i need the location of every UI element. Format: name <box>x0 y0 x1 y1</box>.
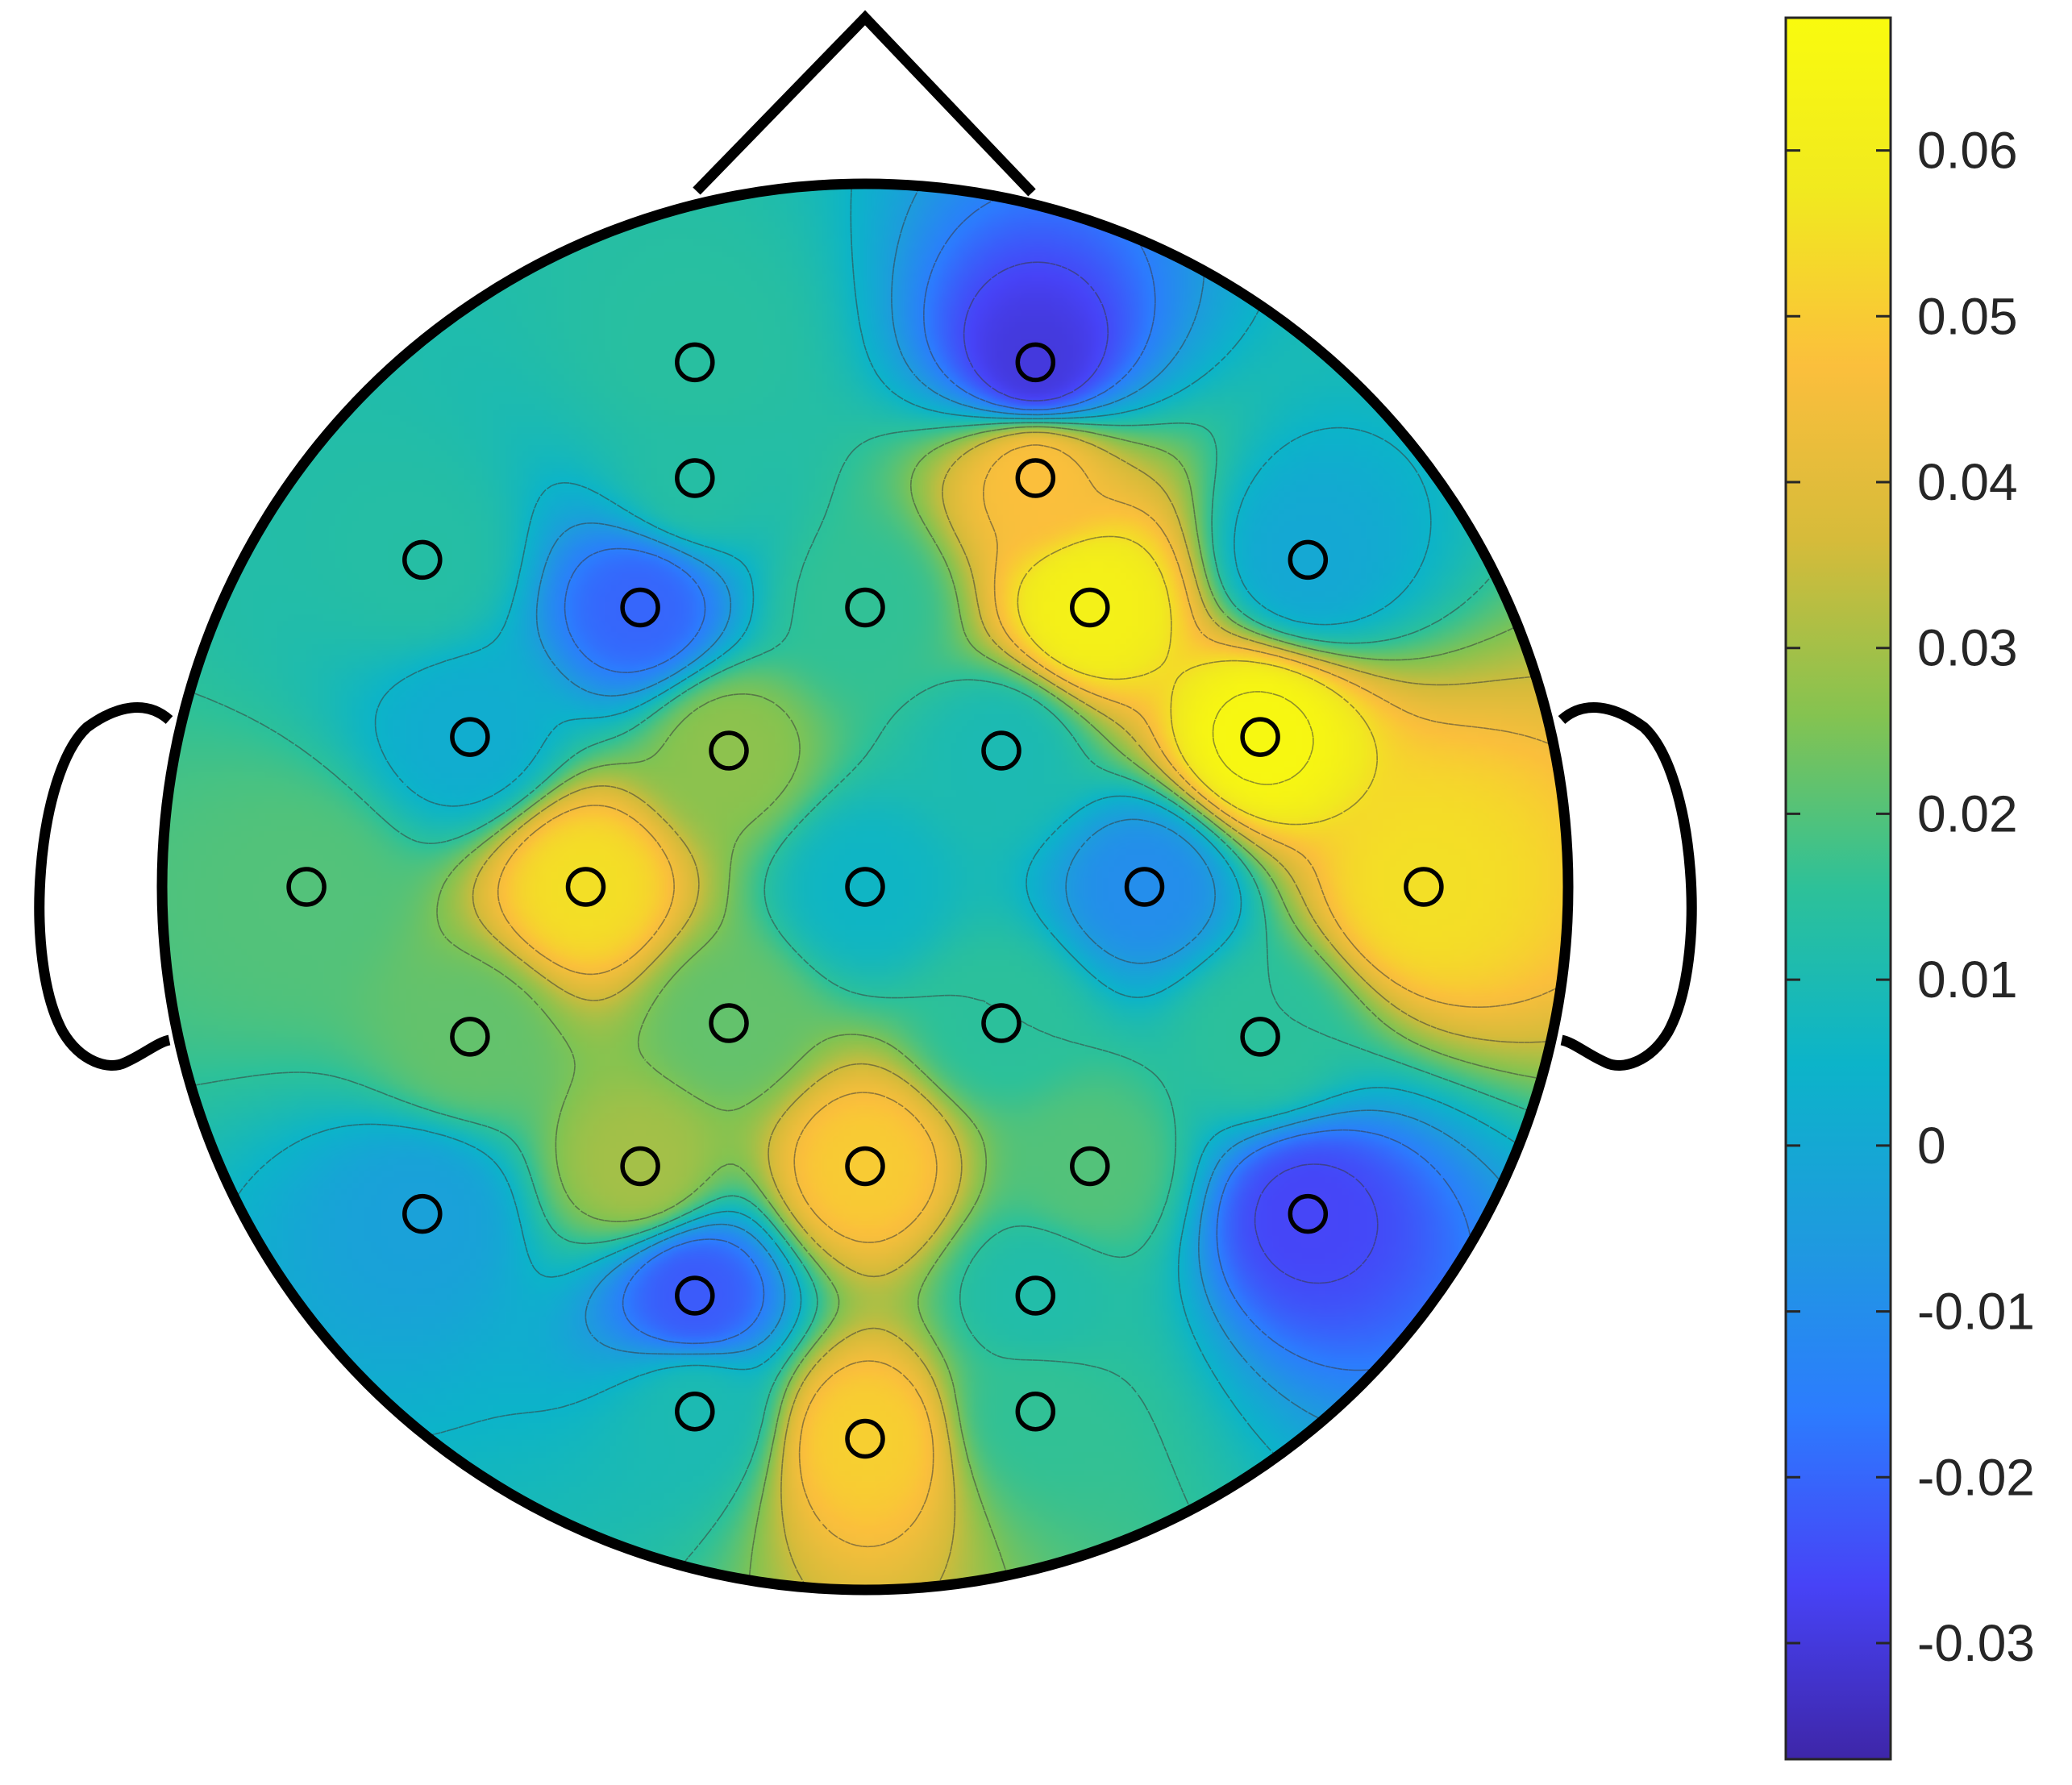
electrode-marker <box>675 1391 715 1432</box>
electrode-marker <box>1240 717 1280 757</box>
contour-line <box>1212 691 1314 785</box>
colorbar-tick-label: 0.01 <box>1917 951 2018 1009</box>
electrode-marker <box>981 1003 1021 1043</box>
colorbar-tick-label: -0.01 <box>1917 1283 2035 1341</box>
electrode-marker <box>1288 1193 1329 1234</box>
electrode-marker <box>1070 587 1110 628</box>
electrode-marker <box>845 587 885 628</box>
electrode-marker <box>565 867 606 907</box>
electrode-marker <box>675 342 715 383</box>
colorbar-fill <box>1786 18 1891 1759</box>
electrode-marker <box>1124 867 1165 907</box>
electrode-marker <box>1288 539 1329 580</box>
contour-line <box>472 431 1566 1587</box>
contour-line <box>436 426 1566 1587</box>
colorbar-tick-label: 0 <box>1917 1117 1946 1175</box>
nose <box>693 10 1036 197</box>
electrode-marker <box>450 1017 490 1057</box>
electrode-marker <box>845 1146 885 1187</box>
electrode-marker <box>845 1418 885 1459</box>
contour-line <box>1017 535 1378 826</box>
electrode-marker <box>450 717 490 757</box>
contour-line <box>963 261 1379 1284</box>
electrode-marker <box>286 867 327 907</box>
colorbar-tick-label: -0.02 <box>1917 1448 2035 1506</box>
electrode-marker <box>402 1193 443 1234</box>
head-outline <box>156 178 1574 1596</box>
electrode-markers <box>286 342 1444 1459</box>
electrode-marker <box>709 730 749 771</box>
right-ear <box>1558 702 1697 1071</box>
electrode-marker <box>1070 1146 1110 1187</box>
contour-line <box>497 444 1566 1548</box>
colorbar-ticks: -0.03 -0.02 -0.01 0 0.01 0.02 0.03 0.04 0.05 0.06 <box>1786 122 2035 1672</box>
colorbar-tick-label: 0.05 <box>1917 287 2018 345</box>
colorbar-tick-label: 0.04 <box>1917 453 2018 511</box>
electrode-marker <box>1015 342 1056 383</box>
electrode-marker <box>1015 1275 1056 1316</box>
electrode-marker <box>1404 867 1444 907</box>
electrode-marker <box>1240 1017 1280 1057</box>
colorbar-tick-label: 0.03 <box>1917 619 2018 677</box>
colorbar-border <box>1784 16 1892 1761</box>
electrode-marker <box>1015 458 1056 498</box>
left-ear <box>34 702 173 1071</box>
electrode-marker <box>402 539 443 580</box>
colorbar: -0.03 -0.02 -0.01 0 0.01 0.02 0.03 0.04 0.05 0.06 <box>1784 16 2035 1761</box>
colorbar-tick-label: 0.02 <box>1917 784 2018 843</box>
colorbar-tick-label: -0.03 <box>1917 1614 2035 1672</box>
electrode-marker <box>1015 1391 1056 1432</box>
electrode-marker <box>675 1275 715 1316</box>
electrode-marker <box>620 587 660 628</box>
electrode-marker <box>709 1003 749 1043</box>
electrode-marker <box>845 867 885 907</box>
electrode-marker <box>620 1146 660 1187</box>
electrode-marker <box>675 458 715 498</box>
electrode-marker <box>981 730 1021 771</box>
head-map <box>34 10 1697 1596</box>
colorbar-tick-label: 0.06 <box>1917 122 2018 180</box>
